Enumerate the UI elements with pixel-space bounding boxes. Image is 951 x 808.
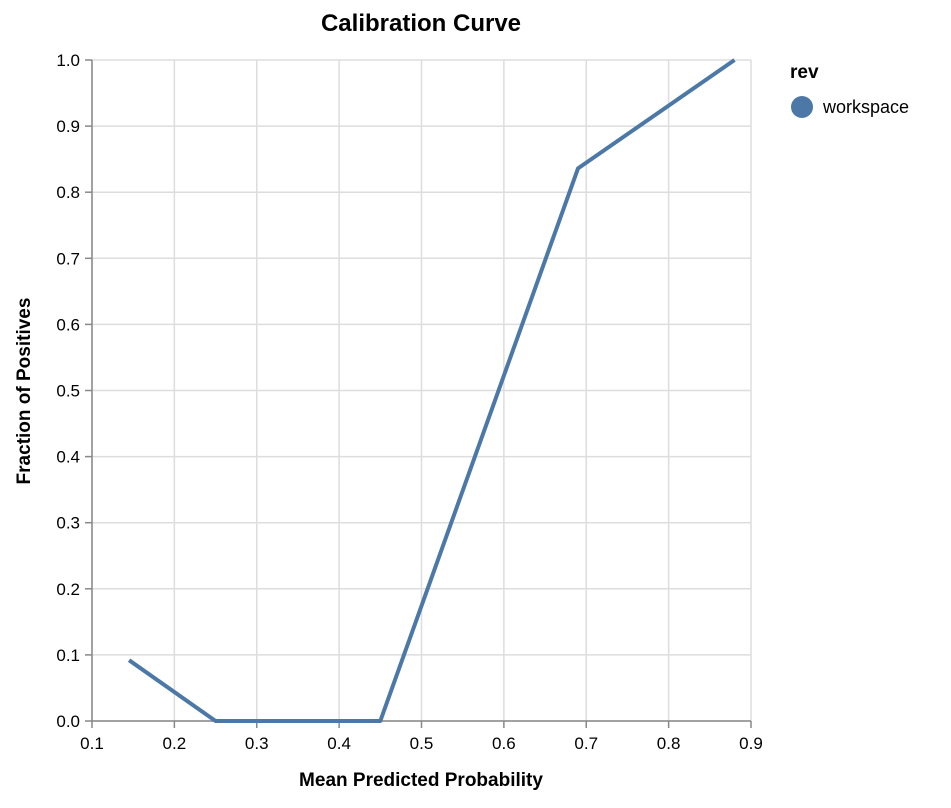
grid — [91, 59, 752, 722]
y-tick-label: 0.0 — [56, 712, 80, 731]
legend-entries: workspace — [791, 96, 909, 118]
y-tick-label: 0.8 — [56, 183, 80, 202]
axes: 0.1 0.2 0.3 0.4 0.5 0.6 0.7 0.8 0.90.00.10.20.30… — [56, 51, 762, 753]
x-tick-label: 0.2 — [163, 734, 187, 753]
x-axis-title: Mean Predicted Probability — [299, 770, 543, 791]
x-tick-label: 0.3 — [245, 734, 269, 753]
y-tick-label: 0.1 — [56, 646, 80, 665]
y-tick-label: 1.0 — [56, 51, 80, 70]
x-tick-label: 0.1 — [80, 734, 104, 753]
series-layer — [127, 58, 736, 723]
y-tick-label: 0.6 — [56, 315, 80, 334]
x-tick-label: 0.7 — [574, 734, 598, 753]
y-tick-label: 0.4 — [56, 448, 80, 467]
y-tick-label: 0.3 — [56, 514, 80, 533]
y-tick-label: 0.2 — [56, 580, 80, 599]
x-tick-label: 0.9 — [739, 734, 763, 753]
x-tick-label: 0.5 — [410, 734, 434, 753]
y-axis-title: Fraction of Positives — [14, 298, 35, 485]
y-tick-label: 0.7 — [56, 249, 80, 268]
chart-title: Calibration Curve — [321, 10, 521, 37]
legend-title: rev — [790, 62, 819, 83]
x-tick-label: 0.4 — [327, 734, 351, 753]
legend-label: workspace — [822, 97, 909, 117]
y-tick-label: 0.5 — [56, 382, 80, 401]
x-tick-label: 0.8 — [657, 734, 681, 753]
series-line-workspace — [127, 58, 736, 723]
legend: rev workspace — [790, 62, 909, 118]
x-tick-label: 0.6 — [492, 734, 516, 753]
y-tick-label: 0.9 — [56, 117, 80, 136]
legend-swatch — [791, 96, 813, 118]
